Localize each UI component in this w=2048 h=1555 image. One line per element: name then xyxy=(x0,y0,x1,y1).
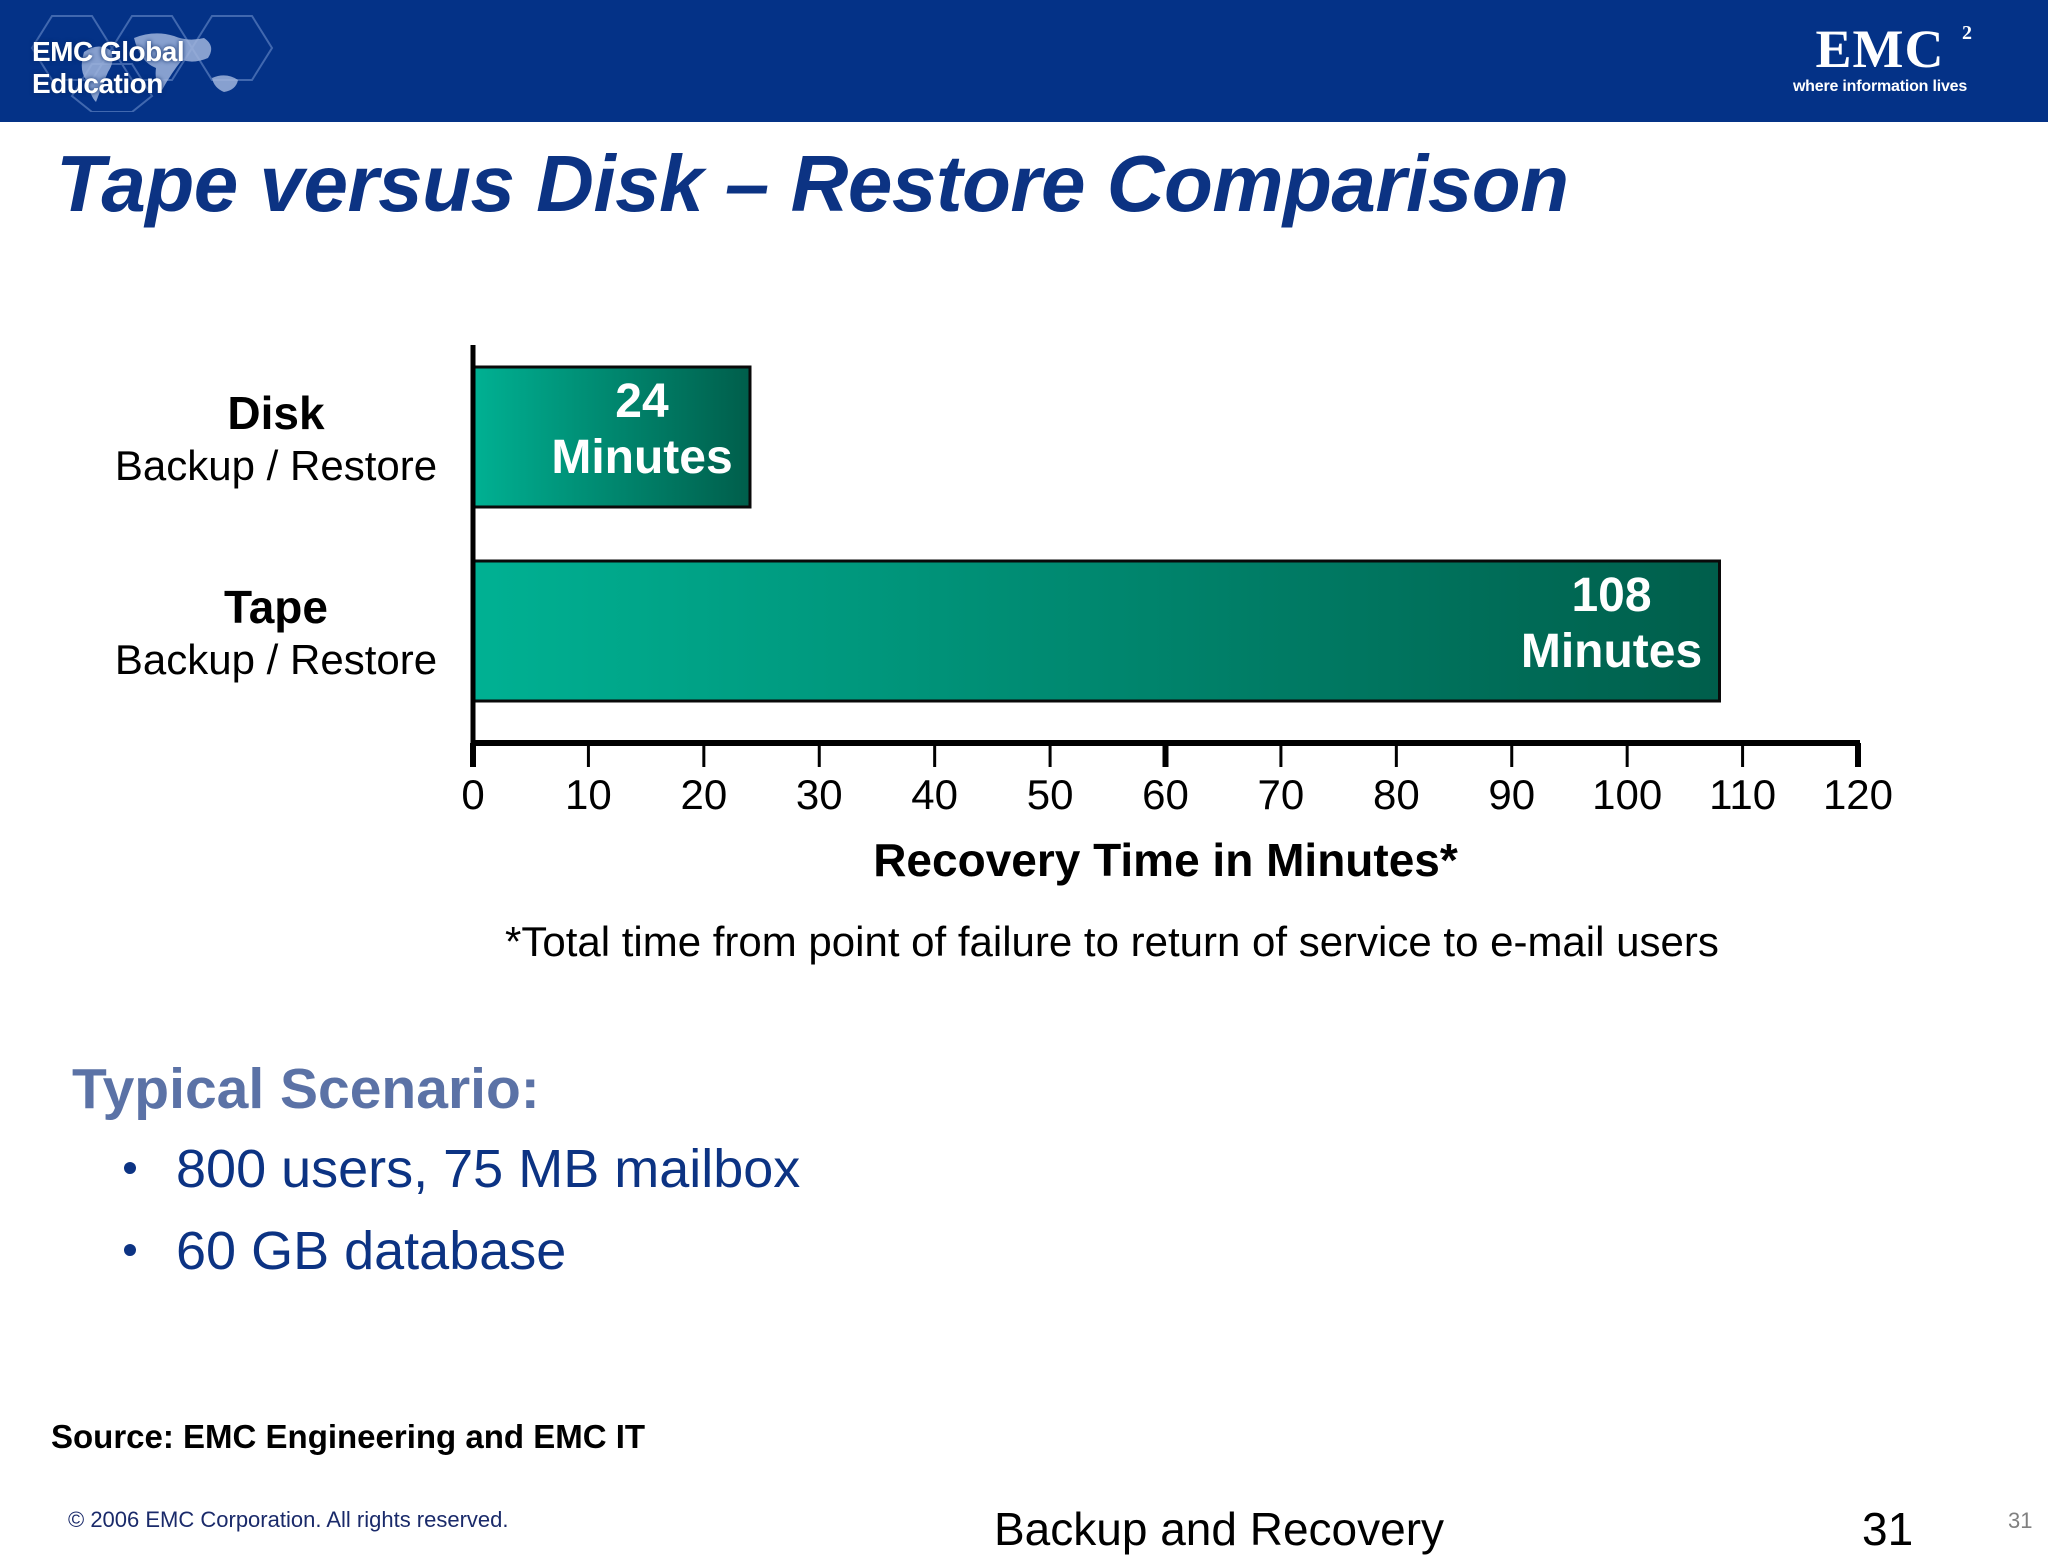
bar-disk xyxy=(471,365,752,509)
page-number: 31 xyxy=(1862,1503,1914,1555)
bar-value-label: 108 xyxy=(1571,569,1651,622)
course-title: Backup and Recovery xyxy=(994,1503,1445,1555)
page-number-small: 31 xyxy=(2008,1508,2033,1533)
x-tick-label: 90 xyxy=(1488,771,1535,818)
bar-tape xyxy=(471,559,1721,703)
slide-title: Tape versus Disk – Restore Comparison xyxy=(56,139,1569,228)
x-tick-label: 60 xyxy=(1142,771,1189,818)
copyright: © 2006 EMC Corporation. All rights reser… xyxy=(68,1507,509,1532)
x-tick-label: 100 xyxy=(1592,771,1662,818)
chart-footnote: *Total time from point of failure to ret… xyxy=(505,918,1719,965)
x-tick-label: 120 xyxy=(1823,771,1893,818)
emc-global-education-logo: EMC Global Education xyxy=(22,8,282,112)
brand-name: EMC xyxy=(1815,19,1945,79)
bar-value-label: 24 xyxy=(615,375,669,428)
x-tick-label: 20 xyxy=(680,771,727,818)
slide-header: EMC Global Education EMC 2 where informa… xyxy=(0,0,2048,122)
category-sublabel: Backup / Restore xyxy=(115,442,437,489)
bar-unit-label: Minutes xyxy=(551,431,732,484)
x-tick-label: 0 xyxy=(461,771,484,818)
brand-tagline: where information lives xyxy=(1792,78,1968,95)
x-axis-title: Recovery Time in Minutes* xyxy=(873,834,1458,886)
brand-superscript: 2 xyxy=(1962,22,1972,44)
x-tick-label: 30 xyxy=(796,771,843,818)
bullet-icon xyxy=(124,1244,136,1256)
emc-logo: EMC 2 where information lives xyxy=(1780,22,1980,102)
category-label: Disk xyxy=(227,387,325,439)
logo-left-text: EMC Global Education xyxy=(32,36,185,99)
bullet-text: 800 users, 75 MB mailbox xyxy=(176,1139,801,1199)
category-sublabel: Backup / Restore xyxy=(115,636,437,683)
x-tick-label: 50 xyxy=(1027,771,1074,818)
category-label: Tape xyxy=(224,581,328,633)
x-tick-label: 40 xyxy=(911,771,958,818)
bullet-icon xyxy=(124,1162,136,1174)
bar-unit-label: Minutes xyxy=(1521,625,1702,678)
x-tick-label: 10 xyxy=(565,771,612,818)
source-note: Source: EMC Engineering and EMC IT xyxy=(51,1418,646,1455)
bullet-text: 60 GB database xyxy=(176,1221,567,1281)
x-tick-label: 110 xyxy=(1709,771,1776,818)
x-tick-label: 80 xyxy=(1373,771,1420,818)
globe-icon xyxy=(30,15,274,112)
x-tick-label: 70 xyxy=(1258,771,1305,818)
scenario-heading: Typical Scenario: xyxy=(72,1057,540,1121)
